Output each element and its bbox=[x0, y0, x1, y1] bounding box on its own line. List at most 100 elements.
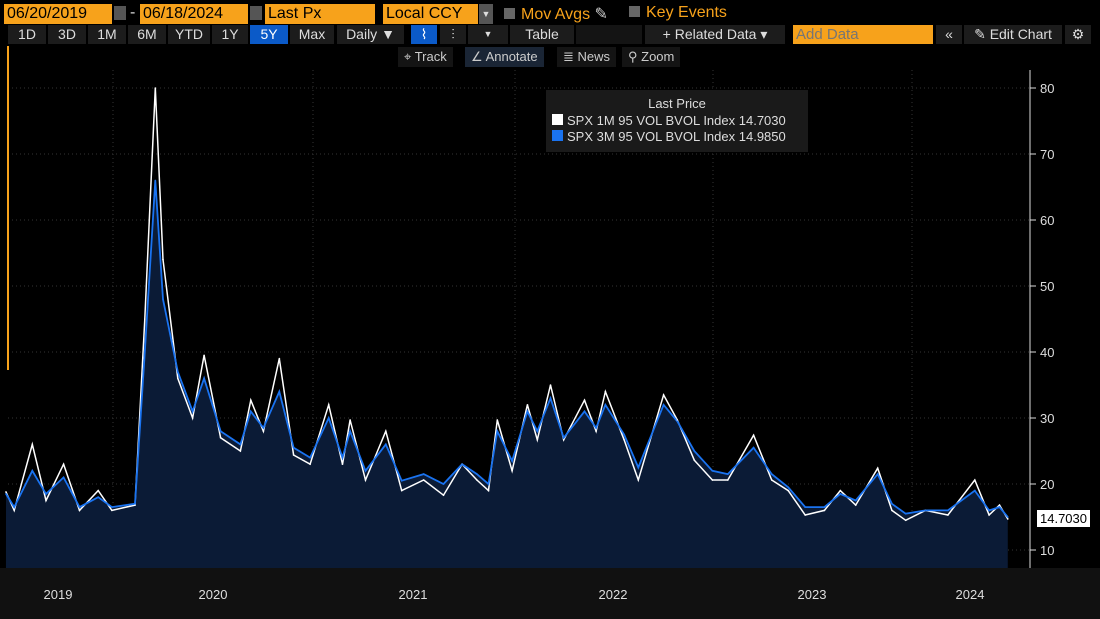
edit-chart-button[interactable]: ✎ Edit Chart bbox=[964, 25, 1062, 44]
legend-swatch bbox=[552, 130, 563, 141]
data-point-1m bbox=[974, 479, 976, 481]
chevron-down-icon[interactable]: ▼ bbox=[479, 4, 493, 24]
data-point-3m bbox=[461, 463, 463, 466]
data-point-3m bbox=[134, 503, 136, 505]
data-point-3m bbox=[787, 486, 789, 489]
data-point-1m bbox=[604, 390, 607, 393]
period-ytd[interactable]: YTD bbox=[168, 25, 210, 44]
candlestick-icon[interactable]: ⫶ bbox=[440, 25, 466, 44]
gear-icon[interactable]: ⚙ bbox=[1065, 25, 1091, 44]
key-events-label: Key Events bbox=[646, 4, 727, 21]
data-point-1m bbox=[278, 357, 281, 360]
checkbox-icon[interactable] bbox=[504, 8, 515, 19]
data-point-1m bbox=[154, 87, 157, 89]
table-button[interactable]: Table bbox=[510, 25, 574, 44]
news-label: News bbox=[577, 49, 611, 64]
y-tick-label: 30 bbox=[1040, 411, 1054, 426]
data-point-3m bbox=[904, 512, 907, 515]
currency-select[interactable]: Local CCY bbox=[383, 4, 478, 24]
frequency-select[interactable]: Daily ▼ bbox=[337, 25, 404, 44]
pencil-icon[interactable]: ✎ bbox=[594, 6, 608, 23]
data-point-1m bbox=[662, 394, 665, 396]
line-chart-icon[interactable]: ⌇ bbox=[411, 25, 437, 44]
data-point-3m bbox=[422, 473, 425, 475]
checkbox-icon[interactable] bbox=[629, 6, 640, 17]
data-point-1m bbox=[191, 417, 194, 419]
data-point-1m bbox=[327, 404, 330, 406]
period-max[interactable]: Max bbox=[290, 25, 334, 44]
y-tick-label: 10 bbox=[1040, 543, 1054, 558]
data-point-1m bbox=[176, 377, 179, 380]
legend-item: SPX 3M 95 VOL BVOL Index 14.9850 bbox=[552, 129, 808, 144]
data-point-1m bbox=[876, 467, 879, 469]
data-point-3m bbox=[1006, 516, 1009, 518]
y-tick-label: 60 bbox=[1040, 213, 1054, 228]
data-point-3m bbox=[78, 506, 81, 508]
range-marker[interactable] bbox=[7, 46, 9, 370]
data-point-1m bbox=[422, 479, 425, 481]
data-point-3m bbox=[891, 503, 893, 505]
data-point-3m bbox=[45, 493, 47, 495]
start-date-input[interactable]: 06/20/2019 bbox=[4, 4, 112, 24]
field-input[interactable]: Last Px bbox=[265, 4, 375, 24]
data-point-1m bbox=[562, 438, 565, 441]
zoom-label: Zoom bbox=[641, 49, 675, 64]
data-point-1m bbox=[487, 489, 490, 492]
data-point-1m bbox=[249, 399, 252, 401]
data-point-1m bbox=[341, 463, 344, 466]
period-5y[interactable]: 5Y bbox=[250, 25, 288, 44]
mov-avgs-toggle[interactable]: Mov Avgs ✎ bbox=[504, 4, 608, 24]
data-point-3m bbox=[549, 397, 552, 400]
end-date-input[interactable]: 06/18/2024 bbox=[140, 4, 248, 24]
add-data-input[interactable] bbox=[793, 25, 933, 44]
period-1m[interactable]: 1M bbox=[88, 25, 126, 44]
period-6m[interactable]: 6M bbox=[128, 25, 166, 44]
data-point-3m bbox=[947, 509, 949, 512]
x-tick-label: 2019 bbox=[44, 587, 73, 602]
track-button[interactable]: ⌖ Track bbox=[398, 47, 453, 67]
annotate-button[interactable]: ∠ Annotate bbox=[465, 47, 544, 67]
period-1y[interactable]: 1Y bbox=[212, 25, 248, 44]
calendar-icon[interactable] bbox=[114, 6, 126, 20]
date-separator: - bbox=[130, 4, 136, 21]
data-point-3m bbox=[676, 420, 679, 423]
related-data-button[interactable]: + Related Data ▾ bbox=[645, 25, 785, 44]
data-point-3m bbox=[854, 499, 857, 502]
chart-type-dropdown[interactable]: ▼ bbox=[468, 25, 508, 44]
period-1d[interactable]: 1D bbox=[8, 25, 46, 44]
data-point-3m bbox=[385, 443, 387, 446]
data-point-3m bbox=[804, 506, 807, 508]
data-point-1m bbox=[134, 504, 136, 506]
key-events-toggle[interactable]: Key Events bbox=[629, 4, 727, 22]
data-point-3m bbox=[262, 427, 265, 429]
data-point-3m bbox=[752, 446, 755, 449]
data-point-1m bbox=[496, 419, 499, 421]
legend-series-value: 14.7030 bbox=[738, 113, 786, 128]
data-point-3m bbox=[693, 450, 696, 452]
data-point-3m bbox=[341, 456, 344, 459]
data-point-3m bbox=[662, 404, 665, 406]
data-point-3m bbox=[349, 430, 351, 433]
x-tick-label: 2024 bbox=[956, 587, 985, 602]
data-point-3m bbox=[496, 430, 499, 433]
data-point-3m bbox=[111, 506, 113, 508]
x-tick-label: 2021 bbox=[399, 587, 428, 602]
legend-series-name: SPX 3M 95 VOL BVOL Index bbox=[567, 129, 736, 144]
zoom-button[interactable]: ⚲ Zoom bbox=[622, 47, 681, 67]
x-tick-label: 2023 bbox=[798, 587, 827, 602]
data-point-1m bbox=[637, 479, 640, 481]
calendar-icon[interactable] bbox=[250, 6, 262, 20]
data-point-1m bbox=[364, 479, 367, 481]
mov-avgs-label: Mov Avgs bbox=[521, 6, 591, 23]
y-tick-label: 70 bbox=[1040, 147, 1054, 162]
data-point-1m bbox=[385, 430, 387, 433]
period-3d[interactable]: 3D bbox=[48, 25, 86, 44]
track-label: Track bbox=[414, 49, 447, 64]
news-button[interactable]: ≣ News bbox=[557, 47, 617, 67]
data-point-1m bbox=[262, 430, 265, 433]
collapse-icon[interactable]: « bbox=[936, 25, 962, 44]
y-tick-label: 80 bbox=[1040, 81, 1054, 96]
data-point-3m bbox=[13, 506, 15, 508]
legend: Last Price SPX 1M 95 VOL BVOL Index 14.7… bbox=[546, 90, 808, 152]
